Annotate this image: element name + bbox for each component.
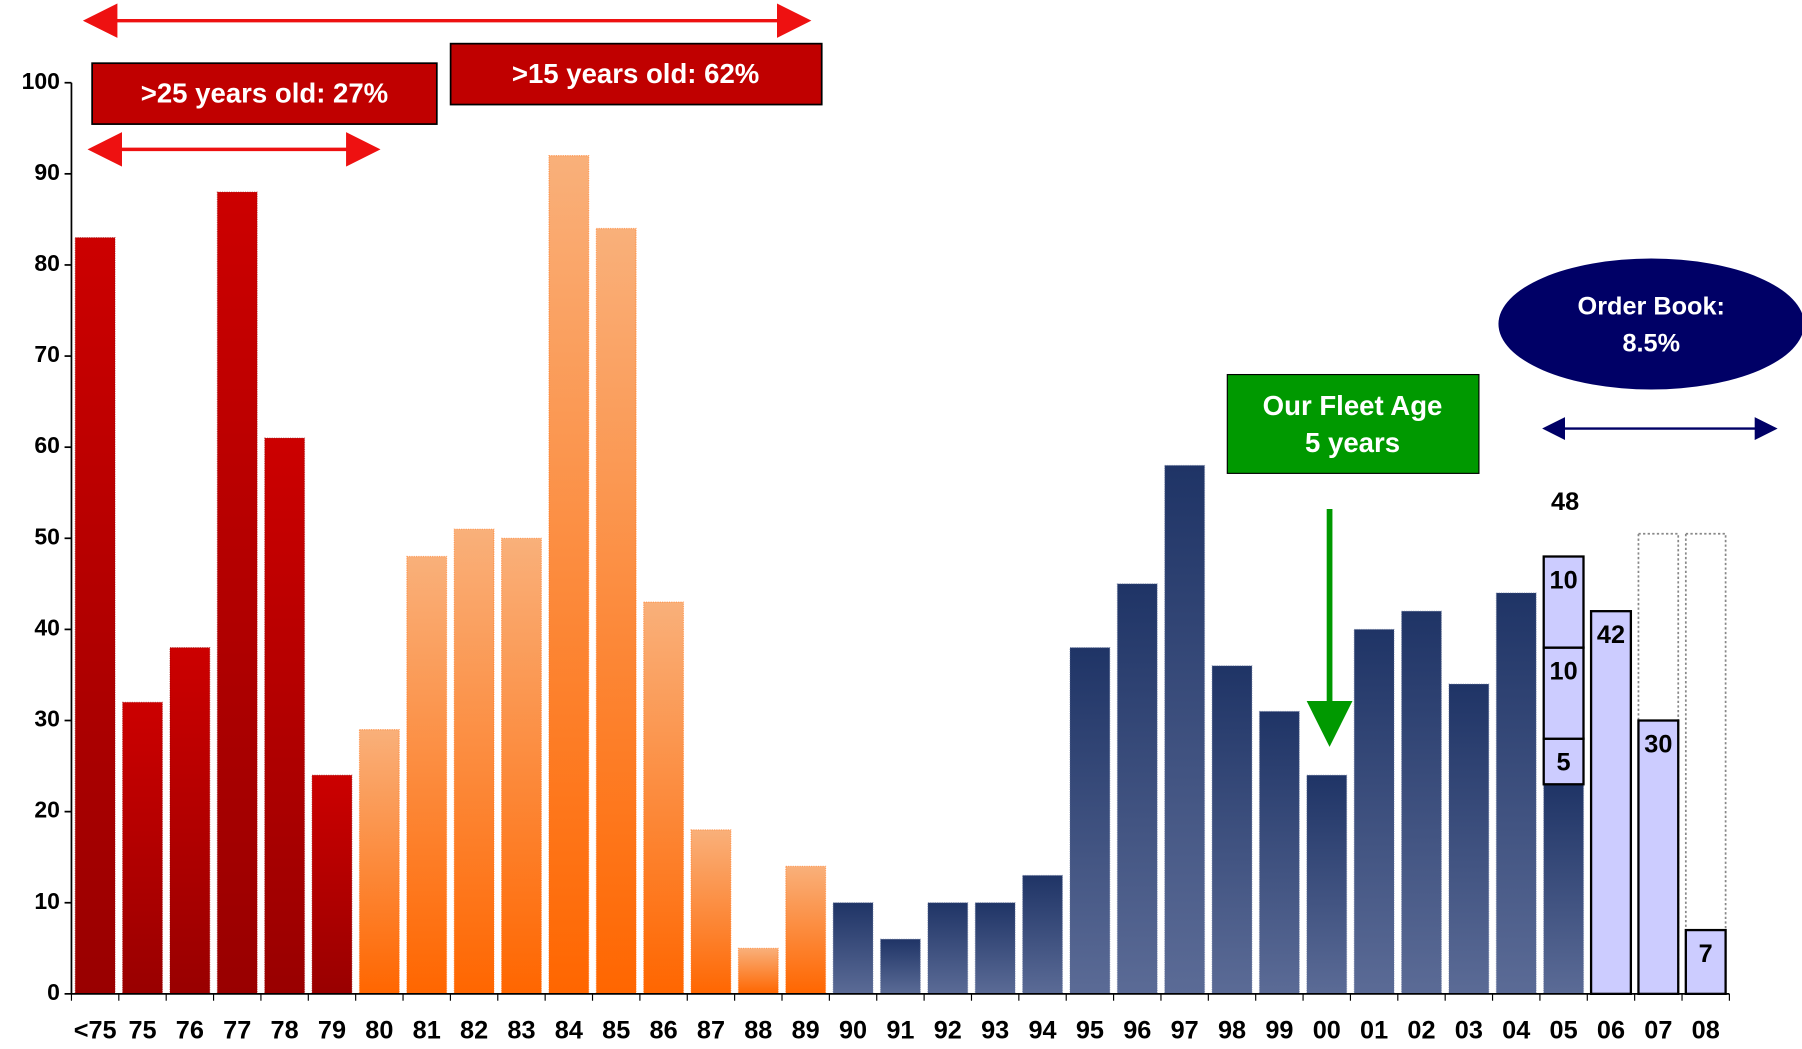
x-tick-label: 79 <box>318 1016 346 1044</box>
x-tick-label: 07 <box>1644 1016 1672 1044</box>
y-tick-label: 40 <box>34 614 60 640</box>
x-tick-label: 78 <box>271 1016 299 1044</box>
bar <box>738 948 778 994</box>
x-tick-label: <75 <box>74 1016 117 1044</box>
callout-text: Our Fleet Age <box>1263 390 1443 421</box>
x-tick-label: 93 <box>981 1016 1009 1044</box>
total-label: 48 <box>1551 488 1579 516</box>
bar <box>1070 648 1110 994</box>
value-label: 42 <box>1597 621 1625 649</box>
value-label: 10 <box>1550 658 1578 686</box>
bar <box>1212 666 1252 994</box>
bar <box>1544 784 1584 994</box>
callout-text: >15 years old: 62% <box>512 58 759 89</box>
x-tick-label: 00 <box>1313 1016 1341 1044</box>
x-tick-label: 95 <box>1076 1016 1104 1044</box>
bar <box>359 730 399 994</box>
y-tick-label: 0 <box>47 979 60 1005</box>
bar <box>549 156 589 994</box>
bar <box>1591 611 1631 994</box>
y-tick-label: 100 <box>22 68 60 94</box>
x-tick-label: 83 <box>507 1016 535 1044</box>
y-tick-label: 70 <box>34 341 60 367</box>
bar <box>596 229 636 994</box>
bar <box>1117 584 1157 994</box>
callout-text: 5 years <box>1305 427 1400 458</box>
bar <box>1165 465 1205 993</box>
y-tick-label: 80 <box>34 250 60 276</box>
x-tick-label: 92 <box>934 1016 962 1044</box>
bar <box>691 830 731 994</box>
x-tick-label: 90 <box>839 1016 867 1044</box>
x-tick-label: 97 <box>1171 1016 1199 1044</box>
x-tick-label: 96 <box>1123 1016 1151 1044</box>
bar <box>833 903 873 994</box>
x-tick-label: 84 <box>555 1016 583 1044</box>
x-tick-label: 02 <box>1407 1016 1435 1044</box>
bar <box>217 192 257 994</box>
value-label: 5 <box>1557 749 1571 777</box>
x-tick-label: 91 <box>886 1016 914 1044</box>
x-tick-label: 06 <box>1597 1016 1625 1044</box>
x-tick-label: 81 <box>413 1016 441 1044</box>
bar <box>975 903 1015 994</box>
x-tick-label: 82 <box>460 1016 488 1044</box>
callout-ellipse <box>1498 259 1802 390</box>
bar <box>786 866 826 994</box>
x-tick-label: 85 <box>602 1016 630 1044</box>
bar <box>1354 629 1394 993</box>
y-tick-label: 50 <box>34 523 60 549</box>
bar <box>1449 684 1489 994</box>
bar <box>1496 593 1536 994</box>
x-tick-label: 87 <box>697 1016 725 1044</box>
y-tick-label: 90 <box>34 159 60 185</box>
x-tick-label: 01 <box>1360 1016 1388 1044</box>
bar <box>1023 875 1063 993</box>
x-tick-label: 99 <box>1265 1016 1293 1044</box>
value-label: 30 <box>1644 730 1672 758</box>
callout-text: Order Book: <box>1578 293 1725 321</box>
bar <box>1402 611 1442 994</box>
bar <box>881 939 921 994</box>
bar <box>928 903 968 994</box>
bar <box>170 648 210 994</box>
x-tick-label: 86 <box>650 1016 678 1044</box>
x-tick-label: 98 <box>1218 1016 1246 1044</box>
bar <box>75 238 115 994</box>
x-tick-label: 88 <box>744 1016 772 1044</box>
x-tick-label: 04 <box>1502 1016 1530 1044</box>
value-label: 10 <box>1550 566 1578 594</box>
chart: >25 years old: 27% >15 years old: 62% Ou… <box>0 0 1802 1049</box>
y-tick-label: 60 <box>34 432 60 458</box>
bar <box>1686 534 1726 994</box>
x-tick-label: 94 <box>1028 1016 1056 1044</box>
x-tick-label: 80 <box>365 1016 393 1044</box>
bar <box>1259 711 1299 993</box>
y-tick-label: 30 <box>34 706 60 732</box>
x-tick-label: 03 <box>1455 1016 1483 1044</box>
x-tick-label: 08 <box>1692 1016 1720 1044</box>
bar <box>1638 721 1678 994</box>
y-tick-label: 20 <box>34 797 60 823</box>
x-tick-label: 05 <box>1550 1016 1578 1044</box>
bar <box>265 438 305 994</box>
x-tick-label: 76 <box>176 1016 204 1044</box>
x-tick-label: 77 <box>223 1016 251 1044</box>
bar <box>1307 775 1347 994</box>
callout-text: 8.5% <box>1622 329 1680 357</box>
bar <box>502 538 542 994</box>
bar <box>312 775 352 994</box>
page: >25 years old: 27% >15 years old: 62% Ou… <box>0 0 1802 1049</box>
x-tick-label: 89 <box>792 1016 820 1044</box>
callout-text: >25 years old: 27% <box>141 78 388 109</box>
plot <box>75 156 1725 994</box>
y-tick-label: 10 <box>34 888 60 914</box>
bar <box>454 529 494 994</box>
bar <box>407 557 447 994</box>
bar <box>123 702 163 994</box>
bar <box>644 602 684 994</box>
value-label: 7 <box>1699 940 1713 968</box>
x-tick-label: 75 <box>128 1016 156 1044</box>
